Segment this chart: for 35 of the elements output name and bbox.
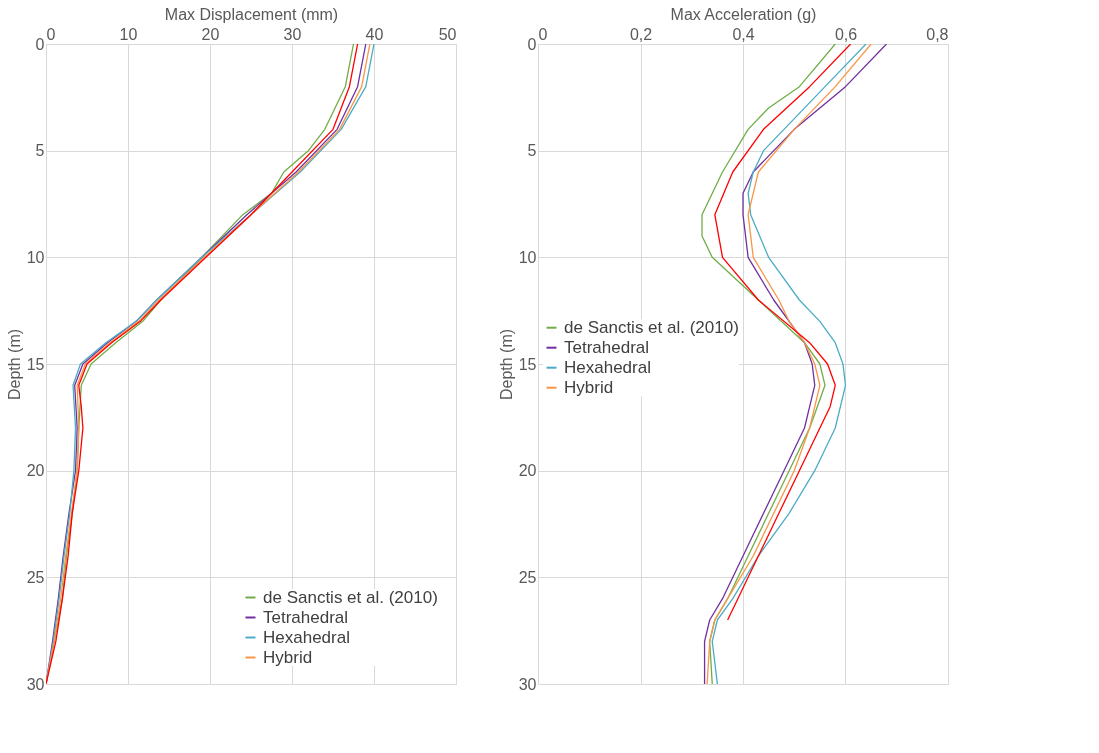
x-tick-label: 50 (438, 25, 457, 43)
x-tick-label: 40 (365, 25, 384, 43)
legend-label: Hexahedral (263, 627, 350, 647)
y-tick-label: 10 (26, 248, 45, 266)
x-tick-label: 10 (119, 25, 138, 43)
y-tick-label: 20 (518, 462, 537, 480)
x-tick-label: 20 (201, 25, 220, 43)
y-tick-label: 20 (26, 462, 45, 480)
x-tick-label: 0 (538, 25, 548, 43)
legend-label: Hybrid (564, 377, 614, 397)
y-tick-label: 30 (26, 675, 45, 693)
y-axis-title: Depth (m) (5, 328, 23, 401)
x-tick-label: 30 (283, 25, 302, 43)
y-tick-label: 15 (26, 355, 45, 373)
y-tick-label: 25 (518, 568, 537, 586)
x-axis-title: Max Displacement (mm) (164, 5, 339, 23)
x-tick-label: 0,6 (834, 25, 858, 43)
x-tick-label: 0,4 (732, 25, 755, 43)
y-tick-label: 5 (35, 142, 45, 160)
y-tick-label: 5 (527, 142, 537, 160)
y-tick-label: 30 (518, 675, 537, 693)
legend-label: de Sanctis et al. (2010) (564, 317, 739, 337)
legend-label: Tetrahedral (564, 337, 650, 357)
y-tick-label: 25 (26, 568, 45, 586)
x-tick-label: 0,2 (629, 25, 653, 43)
y-tick-label: 15 (518, 355, 537, 373)
x-axis-title: Max Acceleration (g) (670, 5, 817, 23)
y-tick-label: 10 (518, 248, 537, 266)
legend-label: Hexahedral (564, 357, 651, 377)
x-tick-label: 0,8 (926, 25, 949, 43)
x-tick-label: 0 (46, 25, 56, 43)
legend-label: de Sanctis et al. (2010) (263, 587, 438, 607)
y-axis-title: Depth (m) (497, 328, 515, 401)
legend-label: Hybrid (263, 647, 313, 667)
legend-label: Tetrahedral (263, 607, 349, 627)
